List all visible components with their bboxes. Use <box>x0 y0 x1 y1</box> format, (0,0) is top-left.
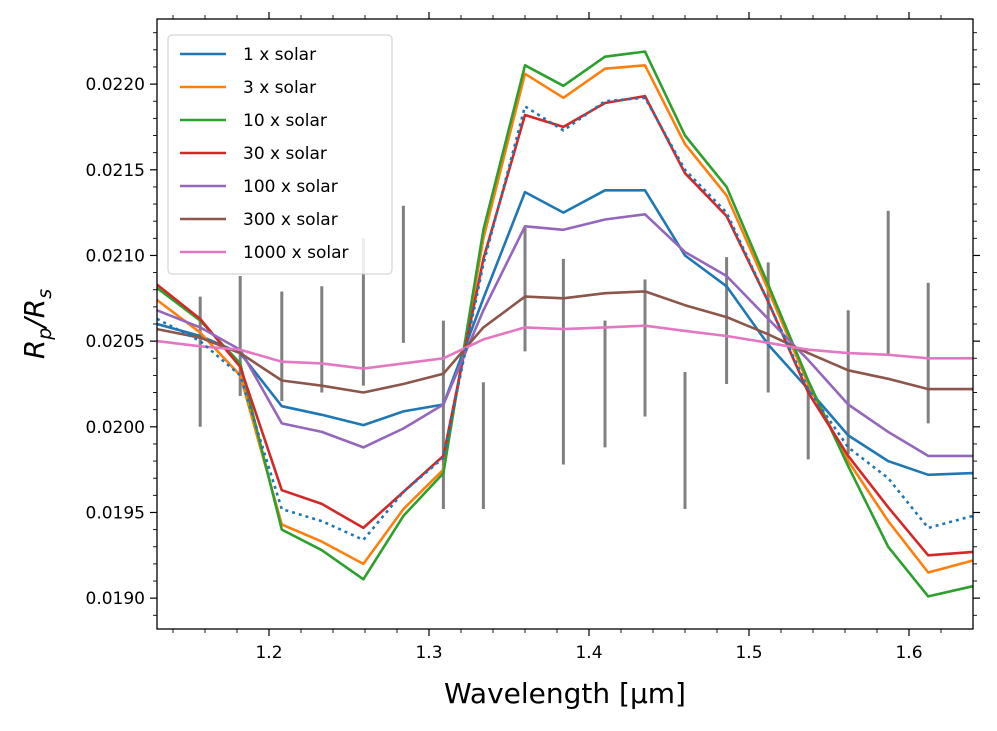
y-tick-label: 0.0195 <box>86 503 145 523</box>
model-series-lines <box>156 50 974 598</box>
axis-ticks <box>150 12 980 636</box>
legend-label: 1000 x solar <box>243 243 349 263</box>
x-axis-title: Wavelength [μm] <box>444 677 686 710</box>
series-line-10-x-solar <box>156 50 974 598</box>
series-line-1000-x-solar <box>156 324 973 370</box>
legend-label: 300 x solar <box>243 210 338 230</box>
series-line-1-x-solar <box>156 189 974 477</box>
y-tick-label: 0.0215 <box>86 161 145 181</box>
series-line-30-x-solar <box>156 94 974 557</box>
x-tick-label: 1.6 <box>895 643 922 663</box>
legend-label: 1 x solar <box>243 45 316 65</box>
y-axis-title: Rp/Rs <box>18 289 56 359</box>
legend-label: 30 x solar <box>243 144 327 164</box>
y-tick-label: 0.0205 <box>86 332 145 352</box>
y-tick-label: 0.0210 <box>86 246 145 266</box>
x-tick-label: 1.4 <box>575 643 602 663</box>
series-line-300-x-solar <box>156 290 973 394</box>
y-tick-labels: 0.0190 0.0195 0.0200 0.0205 0.0210 0.0215 0.02… <box>86 75 145 609</box>
legend-label: 100 x solar <box>243 177 338 197</box>
series-line-100-x-solar <box>156 213 973 458</box>
y-tick-label: 0.0220 <box>86 75 145 95</box>
y-tick-label: 0.0200 <box>86 418 145 438</box>
x-tick-label: 1.2 <box>255 643 282 663</box>
x-tick-labels: 1.2 1.3 1.4 1.5 1.6 <box>255 643 922 663</box>
legend: 1 x solar 3 x solar 10 x solar 30 x solar 10… <box>167 34 393 275</box>
observation-errorbars <box>198 205 930 510</box>
legend-label: 3 x solar <box>243 78 316 98</box>
legend-box <box>167 34 393 275</box>
x-tick-label: 1.5 <box>735 643 762 663</box>
y-tick-label: 0.0190 <box>86 589 145 609</box>
legend-label: 10 x solar <box>243 111 327 131</box>
plot-frame <box>156 18 974 630</box>
series-line-dotted <box>156 96 974 542</box>
x-tick-label: 1.3 <box>415 643 442 663</box>
